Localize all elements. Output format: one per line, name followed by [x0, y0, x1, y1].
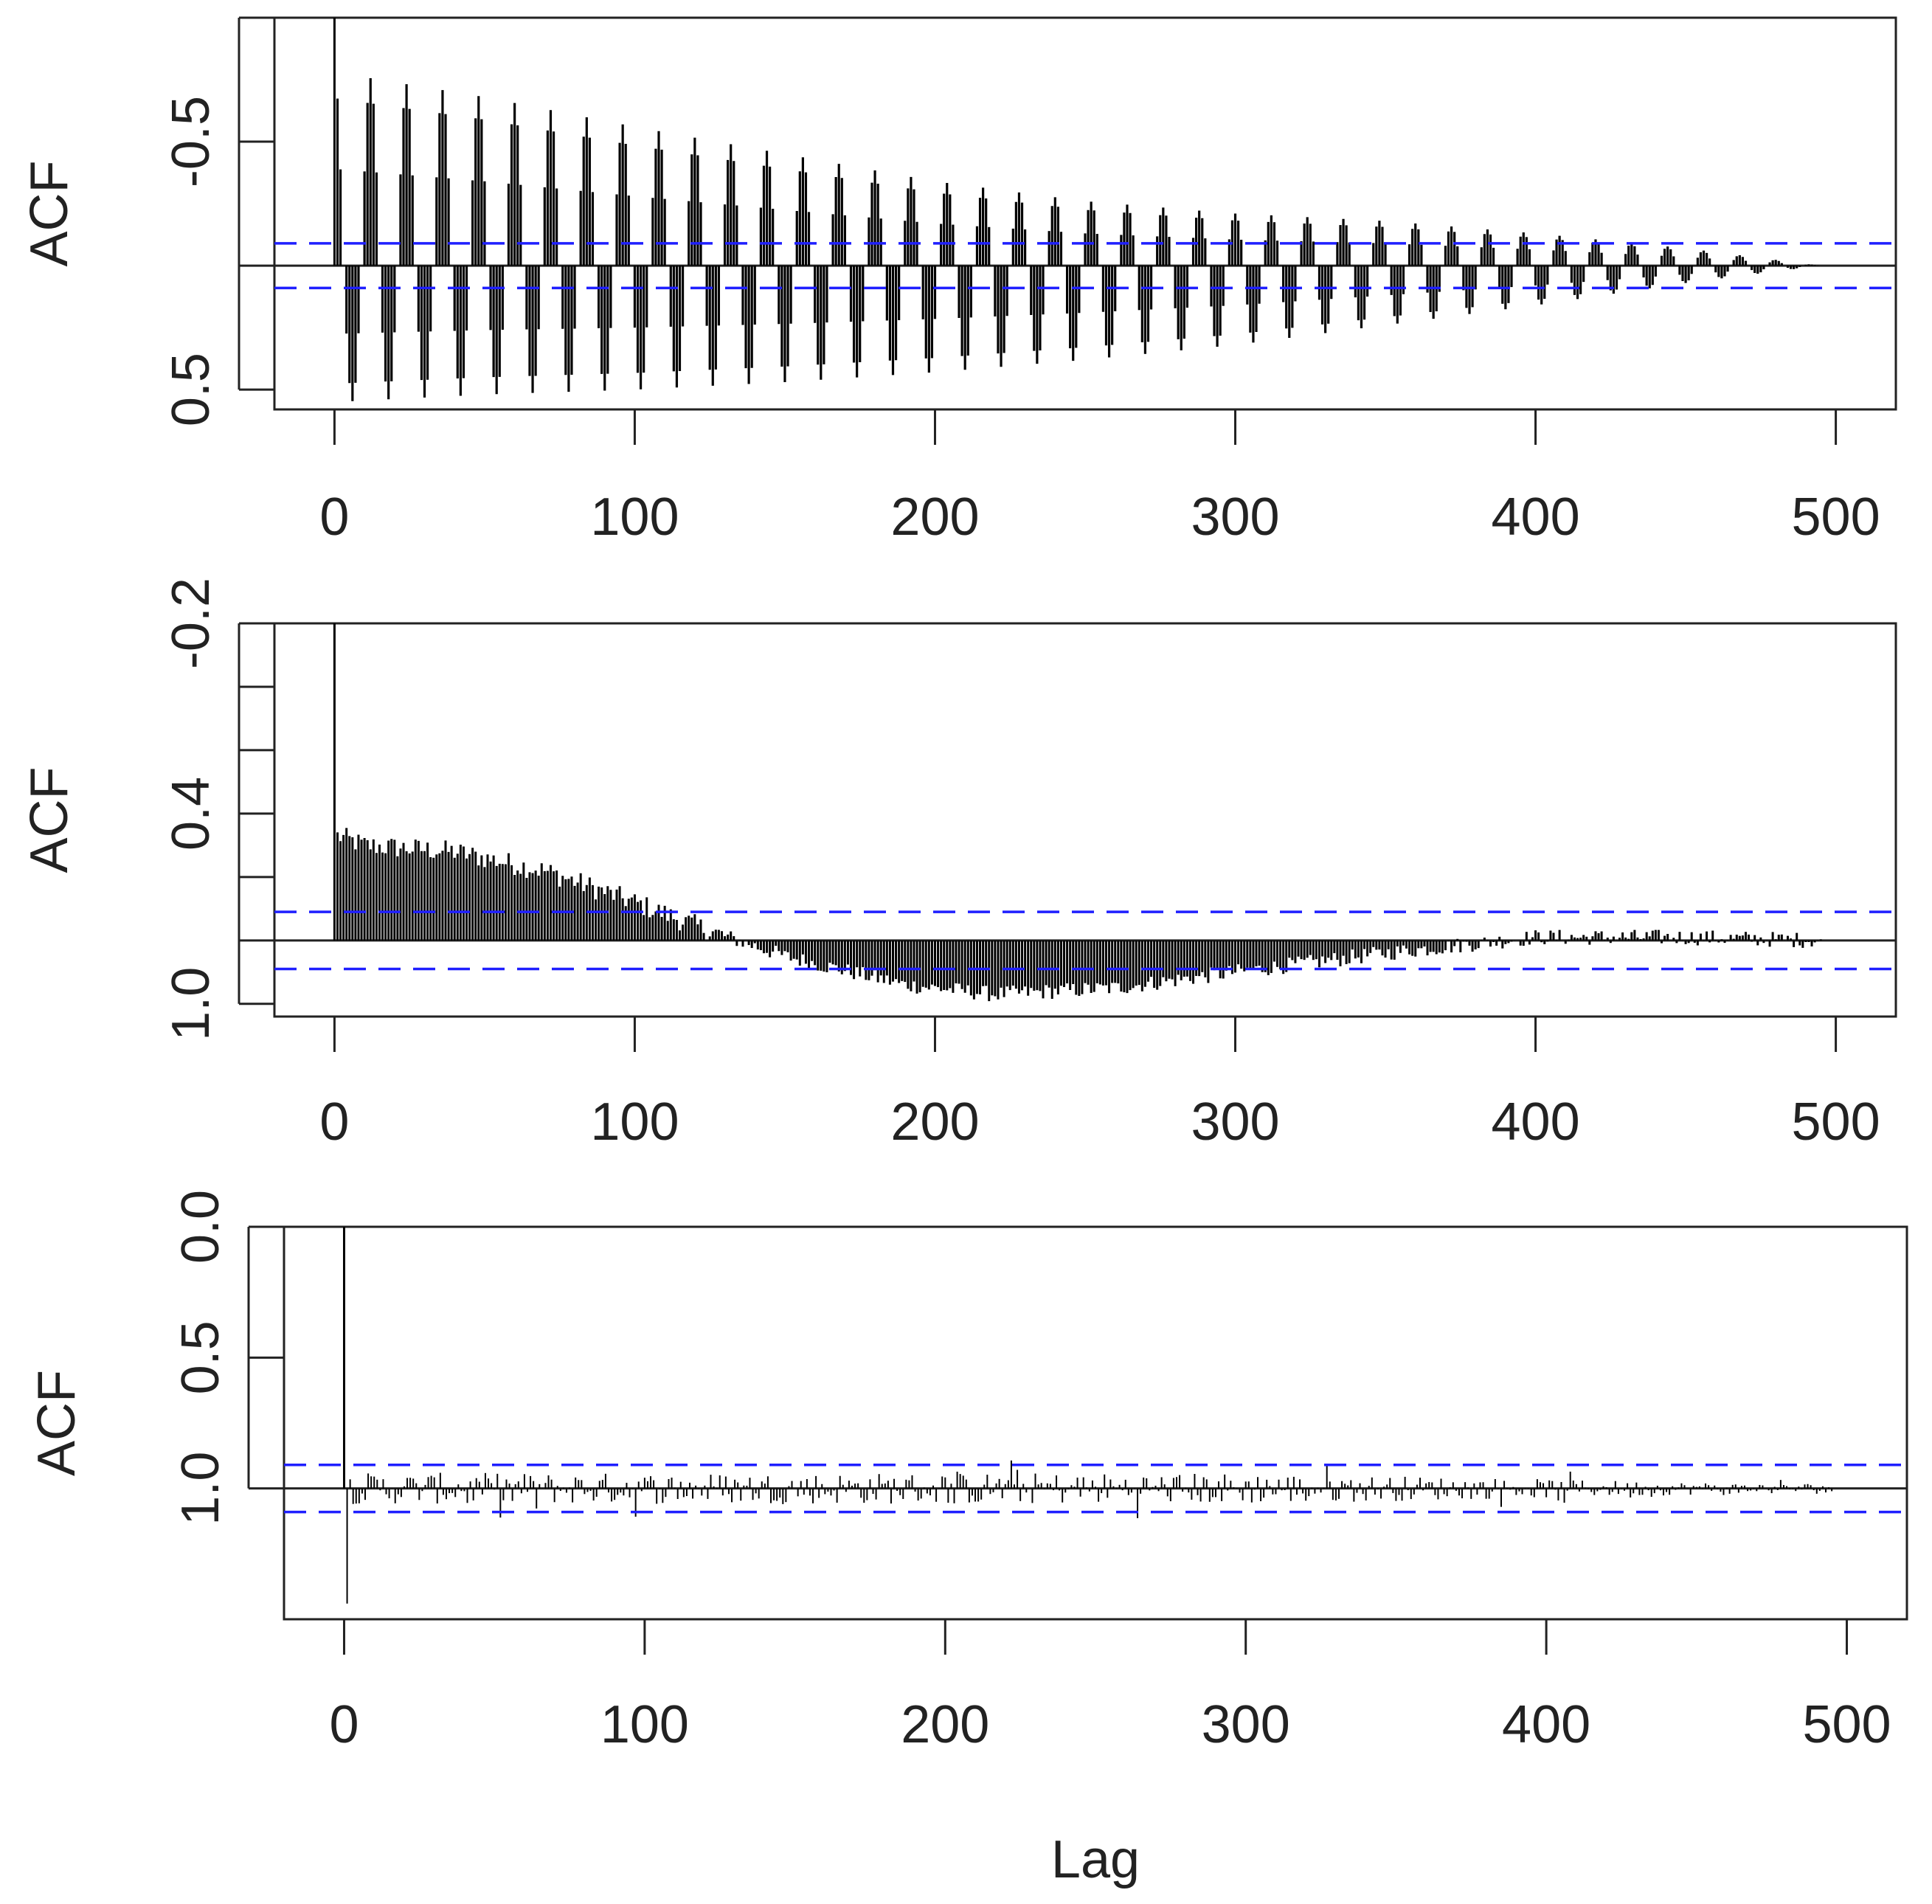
y-tick-label: 1.0 — [162, 967, 221, 1041]
plot-frame — [283, 1225, 1908, 1621]
acf-bars — [333, 623, 1822, 1002]
y-axis-label: ACF — [20, 161, 79, 267]
acf-panel-3: 0 100 200 300 400 500 1.0 0.5 0.0 ACF Lag — [27, 1190, 1908, 1889]
acf-panel-1: 0 100 200 300 400 500 0.5 -0.5 ACF — [20, 16, 1897, 547]
acf-panel-2: 0 100 200 300 400 500 1.0 0.4 -0.2 ACF — [20, 578, 1897, 1152]
y-tick-label: 1.0 — [171, 1452, 230, 1526]
x-tick-label: 200 — [890, 488, 979, 547]
x-tick-label: 300 — [1202, 1695, 1290, 1754]
plot-frame — [273, 622, 1897, 1018]
x-tick-label: 0 — [329, 1695, 359, 1754]
y-tick-label: 0.5 — [162, 353, 221, 426]
x-tick-label: 500 — [1792, 1093, 1880, 1152]
y-tick-label: 0.4 — [162, 777, 221, 851]
x-tick-label: 100 — [590, 488, 679, 547]
y-axis: 1.0 0.5 0.0 — [171, 1190, 284, 1526]
x-tick-label: 300 — [1191, 488, 1279, 547]
x-tick-label: 100 — [590, 1093, 679, 1152]
x-tick-label: 400 — [1491, 488, 1579, 547]
x-axis: 0 100 200 300 400 500 — [319, 409, 1880, 547]
y-tick-label: -0.5 — [162, 96, 221, 187]
x-tick-label: 500 — [1792, 488, 1880, 547]
x-tick-label: 400 — [1491, 1093, 1579, 1152]
x-axis: 0 100 200 300 400 500 — [329, 1619, 1891, 1754]
x-axis-label: Lag — [1051, 1830, 1140, 1889]
y-axis: 0.5 -0.5 — [162, 16, 274, 426]
y-tick-label: 0.0 — [171, 1190, 230, 1264]
plot-frame — [273, 16, 1897, 411]
y-axis-label: ACF — [27, 1370, 86, 1476]
acf-bars — [333, 18, 1819, 401]
y-axis: 1.0 0.4 -0.2 — [162, 578, 274, 1041]
x-tick-label: 100 — [600, 1695, 689, 1754]
x-tick-label: 0 — [319, 488, 349, 547]
x-tick-label: 500 — [1802, 1695, 1891, 1754]
y-axis-label: ACF — [20, 767, 79, 873]
y-tick-label: -0.2 — [162, 578, 221, 669]
x-tick-label: 200 — [901, 1695, 989, 1754]
x-tick-label: 400 — [1502, 1695, 1590, 1754]
x-tick-label: 0 — [319, 1093, 349, 1152]
x-tick-label: 300 — [1191, 1093, 1279, 1152]
x-tick-label: 200 — [890, 1093, 979, 1152]
y-tick-label: 0.5 — [171, 1320, 230, 1394]
acf-bars — [342, 1227, 1833, 1604]
x-axis: 0 100 200 300 400 500 — [319, 1017, 1880, 1152]
